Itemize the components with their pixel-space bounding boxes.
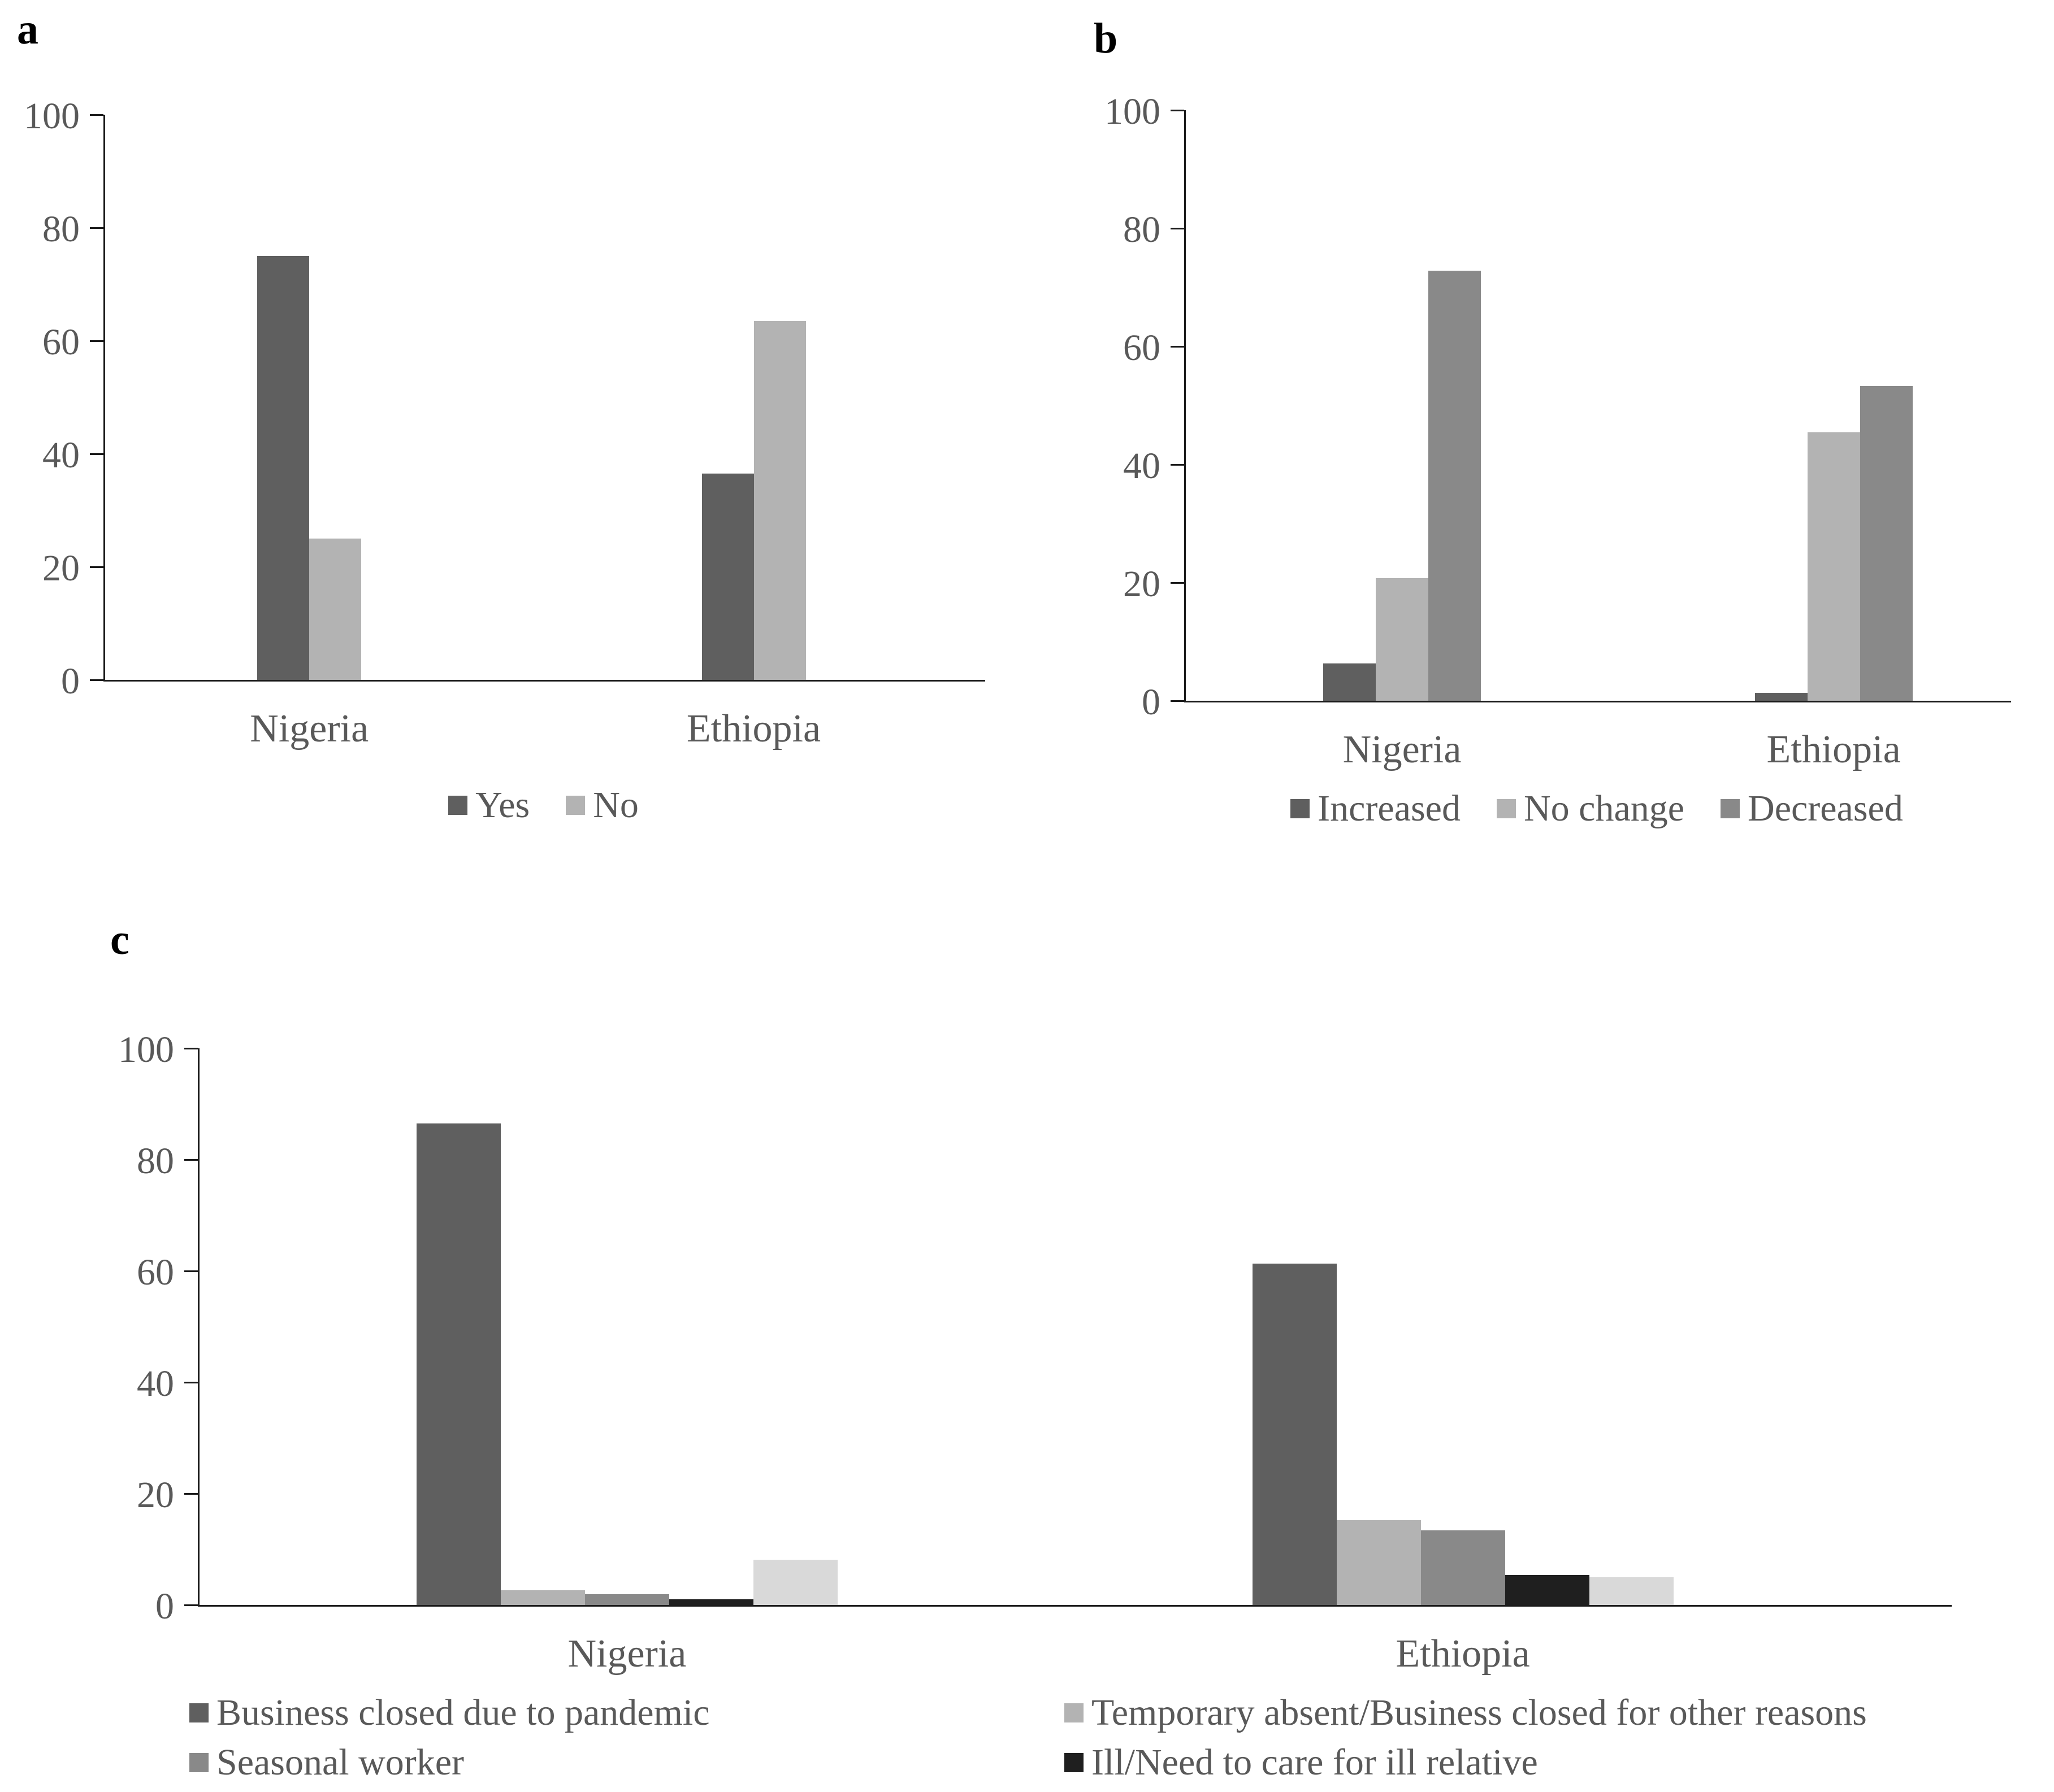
bar-a-ethiopia-0 [701, 474, 754, 680]
x-axis-category-label: Nigeria [1342, 728, 1462, 771]
panel-label-c: c [110, 916, 129, 964]
chart-a-plot-area: 0 20 40 60 80 100 Nigeria Ethiopia [24, 98, 985, 749]
bar-b-nigeria-1 [1376, 578, 1429, 701]
y-axis-tick-mark [1171, 346, 1184, 348]
bar-c-nigeria-0 [416, 1123, 501, 1605]
bar-b-ethiopia-1 [1807, 432, 1860, 701]
y-axis-tick-label: 60 [137, 1252, 174, 1293]
bar-b-ethiopia-2 [1860, 386, 1913, 701]
bar-c-ethiopia-1 [1336, 1520, 1421, 1605]
panel-label-b: b [1094, 15, 1118, 62]
legend-label: No [593, 784, 639, 826]
legend-swatch-icon [566, 796, 586, 815]
legend-swatch-icon [1721, 799, 1740, 818]
y-axis-tick-mark [90, 340, 103, 342]
bar-b-nigeria-2 [1428, 271, 1481, 701]
y-axis-tick-label: 20 [1123, 563, 1160, 605]
legend-swatch-icon [189, 1753, 209, 1772]
y-axis-tick-mark [1171, 110, 1184, 111]
y-axis-tick-label: 20 [137, 1474, 174, 1516]
y-axis-tick-label: 100 [24, 96, 80, 137]
y-axis-tick-mark [90, 114, 103, 116]
panel-label-a: a [17, 6, 38, 53]
y-axis-tick-mark [184, 1382, 198, 1383]
legend-label: No change [1523, 788, 1685, 829]
y-axis-tick-label: 40 [1123, 445, 1160, 487]
legend-swatch-icon [189, 1703, 209, 1722]
bar-a-ethiopia-1 [753, 321, 806, 680]
y-axis-tick-label: 100 [118, 1029, 174, 1070]
x-axis-category-label: Nigeria [567, 1632, 687, 1676]
y-axis-tick-mark [1171, 228, 1184, 229]
y-axis-tick-label: 80 [42, 209, 80, 250]
legend-item: No [566, 787, 639, 824]
y-axis-tick-label: 60 [1123, 327, 1160, 368]
legend-item: Temporary absent/Business closed for oth… [1064, 1694, 1998, 1732]
y-axis-tick-mark [90, 453, 103, 455]
legend-label: Seasonal worker [216, 1742, 465, 1783]
bar-c-nigeria-1 [500, 1590, 585, 1605]
legend-label: Temporary absent/Business closed for oth… [1091, 1692, 1867, 1733]
bar-b-ethiopia-0 [1754, 693, 1808, 701]
y-axis-tick-mark [184, 1604, 198, 1606]
y-axis-tick-label: 40 [42, 435, 80, 476]
bar-b-nigeria-0 [1323, 663, 1376, 701]
legend-swatch-icon [1064, 1703, 1084, 1722]
y-axis-tick-mark [184, 1270, 198, 1272]
y-axis-tick-mark [184, 1159, 198, 1161]
bar-c-ethiopia-3 [1505, 1575, 1589, 1605]
y-axis-tick-label: 0 [1142, 682, 1160, 723]
x-axis-category-label: Ethiopia [686, 707, 821, 750]
legend-swatch-icon [1064, 1753, 1084, 1772]
legend-label: Yes [475, 784, 530, 826]
legend-swatch-icon [1290, 799, 1310, 818]
y-axis-tick-label: 100 [1104, 91, 1160, 132]
bar-c-ethiopia-0 [1252, 1264, 1337, 1605]
bar-c-ethiopia-2 [1420, 1530, 1505, 1605]
bar-c-nigeria-2 [584, 1594, 669, 1605]
x-axis-category-label: Ethiopia [1396, 1632, 1530, 1676]
bar-a-nigeria-0 [257, 256, 310, 680]
bar-c-ethiopia-4 [1589, 1577, 1674, 1605]
y-axis-tick-mark [184, 1493, 198, 1495]
legend-label: Decreased [1748, 788, 1903, 829]
y-axis-tick-label: 0 [155, 1586, 174, 1627]
legend-item: Ill/Need to care for ill relative [1064, 1744, 1998, 1781]
y-axis-tick-mark [1171, 582, 1184, 584]
y-axis-tick-label: 20 [42, 548, 80, 589]
legend-item: Business closed due to pandemic [189, 1694, 1064, 1732]
legend-item: Seasonal worker [189, 1744, 1064, 1781]
y-axis-tick-label: 80 [137, 1140, 174, 1182]
y-axis-tick-mark [90, 679, 103, 681]
y-axis-tick-mark [184, 1048, 198, 1049]
y-axis-tick-label: 40 [137, 1363, 174, 1404]
bar-c-nigeria-4 [753, 1560, 838, 1605]
chart-c-legend: Business closed due to pandemic Temporary… [189, 1694, 1998, 1781]
legend-item: Decreased [1721, 790, 1903, 827]
x-axis-category-label: Nigeria [250, 707, 369, 750]
y-axis-tick-label: 80 [1123, 209, 1160, 250]
x-axis-category-label: Ethiopia [1766, 728, 1901, 771]
y-axis-tick-mark [90, 227, 103, 229]
legend-label: Business closed due to pandemic [216, 1692, 710, 1733]
chart-a-legend: Yes No [103, 787, 983, 824]
legend-swatch-icon [448, 796, 468, 815]
chart-c-plot-area: 0 20 40 60 80 100 Nigeria Ethiopia [118, 1031, 1952, 1674]
bar-a-nigeria-1 [309, 539, 362, 680]
legend-label: Increased [1318, 788, 1461, 829]
bar-c-nigeria-3 [669, 1599, 753, 1605]
legend-item: No change [1496, 788, 1685, 829]
chart-b-plot-area: 0 20 40 60 80 100 Nigeria Ethiopia [1104, 93, 2011, 770]
y-axis-tick-mark [1171, 700, 1184, 702]
legend-item: Yes [448, 787, 530, 824]
chart-b-legend: Increased No change Decreased [1184, 790, 2009, 827]
y-axis-tick-label: 60 [42, 322, 80, 363]
legend-swatch-icon [1496, 799, 1516, 818]
legend-item: Increased [1290, 790, 1461, 827]
legend-label: Ill/Need to care for ill relative [1091, 1742, 1538, 1783]
y-axis-tick-mark [1171, 464, 1184, 466]
y-axis-tick-label: 0 [61, 661, 80, 702]
y-axis-tick-mark [90, 566, 103, 568]
